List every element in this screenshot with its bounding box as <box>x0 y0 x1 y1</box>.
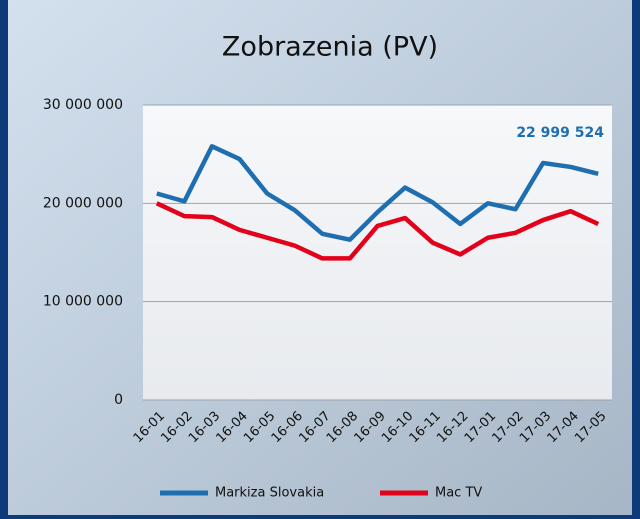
y-tick-label: 30 000 000 <box>43 97 123 113</box>
legend-label: Markiza Slovakia <box>215 486 324 501</box>
legend-label: Mac TV <box>435 486 482 501</box>
plot-area <box>143 105 612 400</box>
y-tick-label: 20 000 000 <box>43 195 123 211</box>
data-label: 22 999 524 <box>516 125 604 141</box>
series-line <box>155 201 600 261</box>
y-tick-label: 0 <box>114 392 123 408</box>
series-line <box>156 144 599 242</box>
y-tick-label: 10 000 000 <box>43 294 123 310</box>
chart-title: Zobrazenia (PV) <box>222 32 438 63</box>
